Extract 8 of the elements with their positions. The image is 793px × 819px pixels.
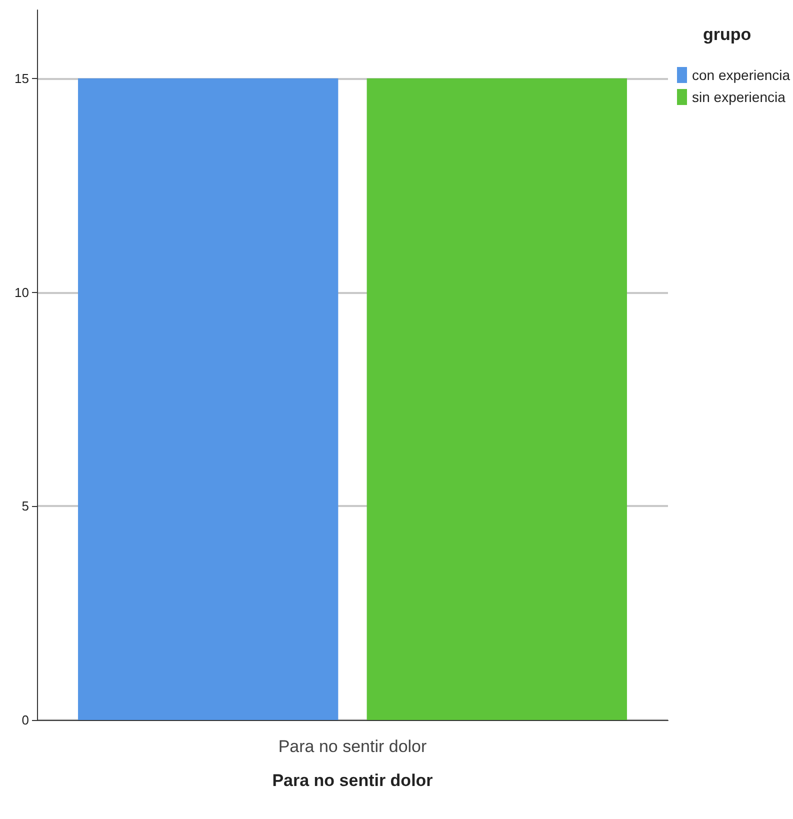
x-axis-title: Para no sentir dolor: [272, 771, 434, 790]
y-tick-label: 15: [14, 70, 29, 86]
y-tick-label: 0: [22, 712, 29, 728]
legend-label: sin experiencia: [692, 89, 786, 105]
legend-label: con experiencia: [692, 67, 790, 83]
y-tick-label: 5: [22, 498, 29, 514]
y-tick-label: 10: [14, 284, 29, 300]
legend-title: grupo: [703, 25, 752, 44]
